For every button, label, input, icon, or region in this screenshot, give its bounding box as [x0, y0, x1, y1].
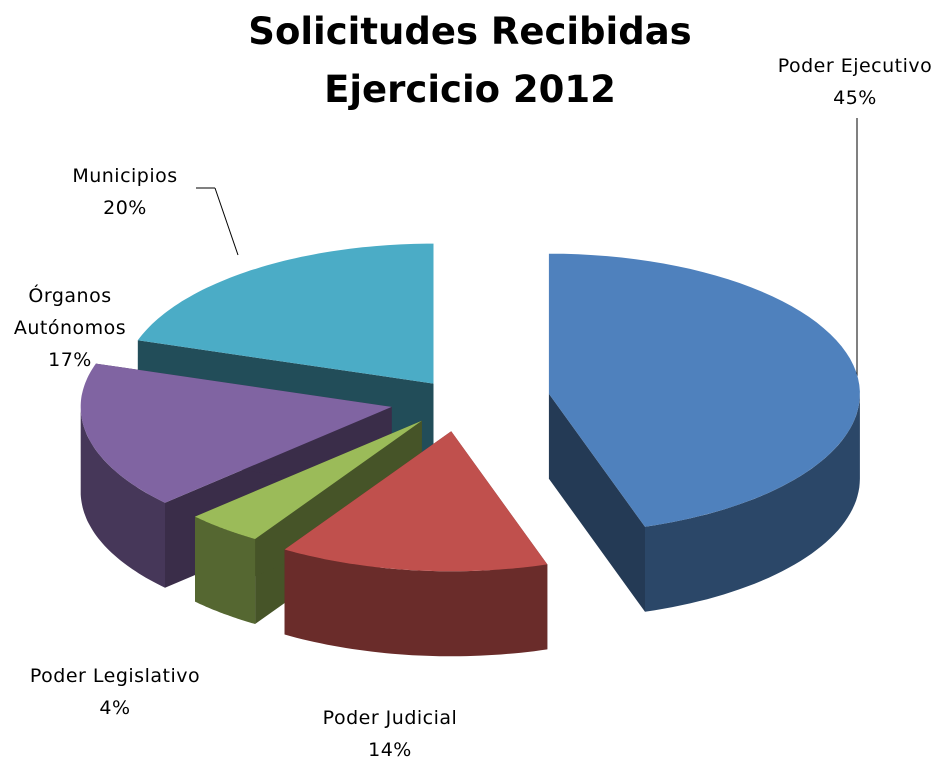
value-label: 20% — [103, 197, 147, 219]
pie-slice — [80, 363, 392, 503]
category-label: Municipios — [72, 165, 178, 187]
value-label: 45% — [833, 87, 877, 109]
chart-title: Ejercicio 2012 — [324, 68, 616, 111]
value-label: 4% — [99, 697, 131, 719]
value-label: 17% — [48, 349, 92, 371]
slice-label: Poder Judicial 14% — [300, 702, 480, 759]
chart-title: Solicitudes Recibidas — [248, 10, 692, 53]
pie-slice — [548, 253, 860, 527]
slice-side — [548, 393, 645, 612]
slice-label: Municipios 20% — [50, 160, 200, 224]
value-label: 14% — [368, 739, 412, 759]
slice-label: Poder Legislativo 4% — [10, 660, 220, 724]
category-label: Poder Ejecutivo — [777, 55, 933, 77]
category-label: Órganos Autónomos — [13, 285, 127, 339]
pie-slice — [195, 420, 422, 539]
slice-label: Poder Ejecutivo 45% — [760, 50, 943, 114]
slice-label: Órganos Autónomos 17% — [10, 280, 130, 376]
pie-slice — [284, 431, 548, 572]
slice-side — [195, 516, 256, 624]
slice-side — [80, 406, 165, 588]
slice-side — [645, 393, 860, 612]
leader-line — [214, 187, 239, 256]
pie-slice — [137, 243, 434, 384]
category-label: Poder Judicial — [322, 707, 458, 729]
category-label: Poder Legislativo — [29, 665, 201, 687]
slice-side — [284, 549, 548, 657]
